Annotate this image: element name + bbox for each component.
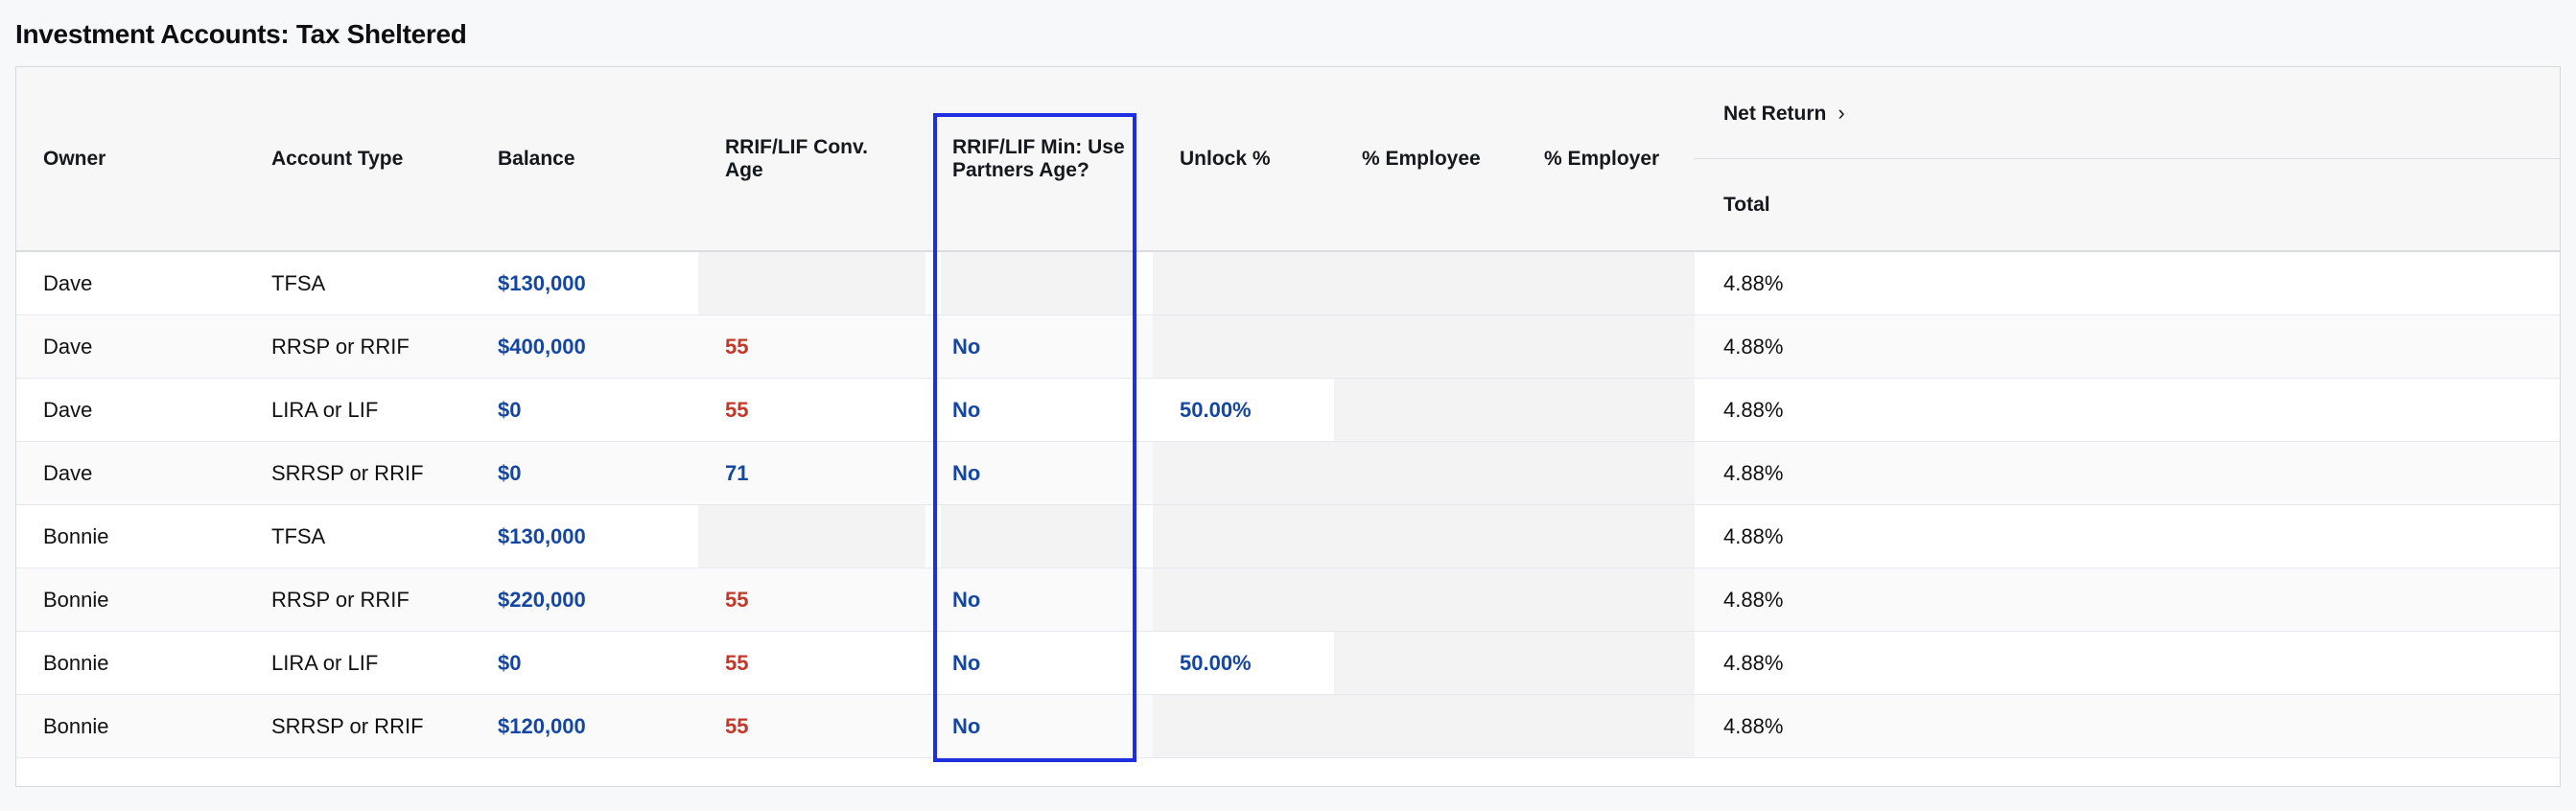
net-return-divider	[1695, 158, 2561, 159]
disabled-cell	[1153, 568, 1695, 631]
cell-use-partner-age[interactable]: No	[952, 651, 981, 675]
cell-use-partner-age[interactable]: No	[952, 714, 981, 738]
header-conv-age-line1: RRIF/LIF Conv.	[725, 136, 868, 158]
cell-owner: Bonnie	[43, 524, 109, 548]
cell-balance[interactable]: $220,000	[498, 588, 586, 612]
cell-owner: Dave	[43, 271, 93, 295]
cell-account-type: TFSA	[271, 524, 326, 548]
cell-owner: Bonnie	[43, 714, 109, 738]
header-use-partner-line2: Partners Age?	[952, 159, 1089, 181]
cell-total: 4.88%	[1723, 461, 1784, 485]
header-conv-age-line2: Age	[725, 159, 763, 181]
cell-owner: Bonnie	[43, 651, 109, 675]
cell-total: 4.88%	[1723, 714, 1784, 738]
cell-owner: Bonnie	[43, 588, 109, 612]
header-total[interactable]: Total	[1723, 194, 1770, 216]
cell-account-type: SRRSP or RRIF	[271, 461, 424, 485]
chevron-right-icon[interactable]: ›	[1838, 101, 1845, 125]
cell-balance[interactable]: $400,000	[498, 335, 586, 359]
cell-balance[interactable]: $0	[498, 461, 522, 485]
cell-balance[interactable]: $130,000	[498, 271, 586, 295]
disabled-cell	[698, 505, 925, 568]
cell-account-type: LIRA or LIF	[271, 398, 379, 422]
cell-account-type: SRRSP or RRIF	[271, 714, 424, 738]
cell-owner: Dave	[43, 461, 93, 485]
table-row: Dave RRSP or RRIF $400,000 55 No 4.88%	[16, 315, 2560, 379]
header-use-partner-line1: RRIF/LIF Min: Use	[952, 136, 1125, 158]
cell-account-type: RRSP or RRIF	[271, 335, 410, 359]
header-use-partner-age[interactable]: RRIF/LIF Min: Use Partners Age?	[952, 136, 1125, 182]
cell-total: 4.88%	[1723, 524, 1784, 548]
header-owner[interactable]: Owner	[43, 148, 106, 170]
cell-balance[interactable]: $130,000	[498, 524, 586, 548]
disabled-cell	[941, 505, 1133, 568]
cell-total: 4.88%	[1723, 651, 1784, 675]
header-net-return[interactable]: Net Return ›	[1723, 102, 1845, 126]
cell-account-type: LIRA or LIF	[271, 651, 379, 675]
header-employer[interactable]: % Employer	[1544, 148, 1660, 170]
disabled-cell	[1334, 632, 1695, 694]
table-row: Dave SRRSP or RRIF $0 71 No 4.88%	[16, 442, 2560, 505]
header-account-type[interactable]: Account Type	[271, 148, 404, 170]
cell-balance[interactable]: $0	[498, 651, 522, 675]
table-header: Owner Account Type Balance RRIF/LIF Conv…	[16, 67, 2561, 252]
page-title: Investment Accounts: Tax Sheltered	[15, 19, 467, 49]
header-conv-age[interactable]: RRIF/LIF Conv. Age	[725, 136, 868, 182]
cell-owner: Dave	[43, 398, 93, 422]
cell-use-partner-age[interactable]: No	[952, 398, 981, 422]
disabled-cell	[1334, 379, 1695, 441]
cell-conv-age[interactable]: 55	[725, 588, 749, 612]
cell-use-partner-age[interactable]: No	[952, 588, 981, 612]
cell-total: 4.88%	[1723, 335, 1784, 359]
disabled-cell	[1153, 315, 1695, 378]
table-row: Dave TFSA $130,000 4.88%	[16, 252, 2560, 315]
disabled-cell	[1153, 252, 1695, 314]
disabled-cell	[1153, 695, 1695, 757]
cell-use-partner-age[interactable]: No	[952, 461, 981, 485]
table-row: Dave LIRA or LIF $0 55 No 50.00% 4.88%	[16, 379, 2560, 442]
cell-conv-age[interactable]: 55	[725, 714, 749, 738]
cell-account-type: TFSA	[271, 271, 326, 295]
cell-unlock[interactable]: 50.00%	[1180, 651, 1252, 675]
table-row: Bonnie SRRSP or RRIF $120,000 55 No 4.88…	[16, 695, 2560, 758]
cell-conv-age[interactable]: 55	[725, 335, 749, 359]
cell-balance[interactable]: $0	[498, 398, 522, 422]
header-employee[interactable]: % Employee	[1362, 148, 1481, 170]
cell-balance[interactable]: $120,000	[498, 714, 586, 738]
accounts-table: Owner Account Type Balance RRIF/LIF Conv…	[15, 66, 2561, 787]
cell-conv-age[interactable]: 55	[725, 651, 749, 675]
table-row: Bonnie LIRA or LIF $0 55 No 50.00% 4.88%	[16, 632, 2560, 695]
cell-account-type: RRSP or RRIF	[271, 588, 410, 612]
header-net-return-label: Net Return	[1723, 103, 1827, 125]
cell-owner: Dave	[43, 335, 93, 359]
table-row: Bonnie RRSP or RRIF $220,000 55 No 4.88%	[16, 568, 2560, 632]
table-row: Bonnie TFSA $130,000 4.88%	[16, 505, 2560, 568]
cell-conv-age[interactable]: 71	[725, 461, 749, 485]
cell-total: 4.88%	[1723, 398, 1784, 422]
header-unlock[interactable]: Unlock %	[1180, 148, 1271, 170]
cell-total: 4.88%	[1723, 271, 1784, 295]
disabled-cell	[1153, 442, 1695, 504]
disabled-cell	[1153, 505, 1695, 568]
cell-unlock[interactable]: 50.00%	[1180, 398, 1252, 422]
disabled-cell	[698, 252, 925, 314]
cell-conv-age[interactable]: 55	[725, 398, 749, 422]
cell-total: 4.88%	[1723, 588, 1784, 612]
cell-use-partner-age[interactable]: No	[952, 335, 981, 359]
header-balance[interactable]: Balance	[498, 148, 575, 170]
disabled-cell	[941, 252, 1133, 314]
